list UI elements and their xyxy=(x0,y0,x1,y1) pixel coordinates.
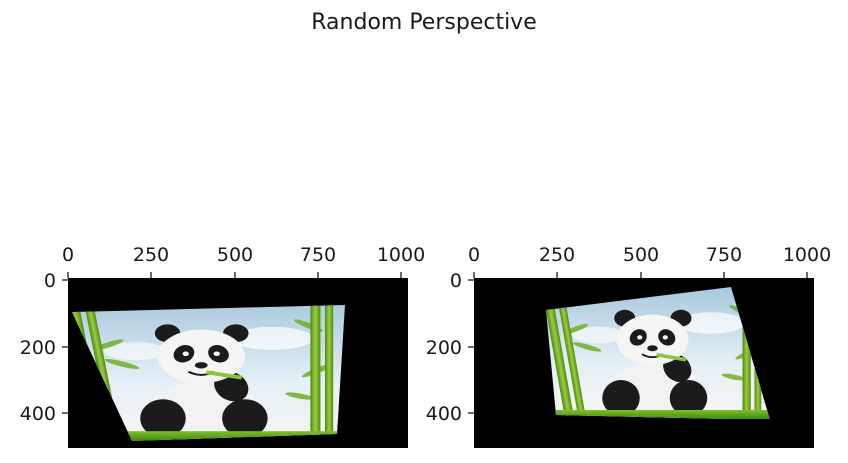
right-y-tick-0: 0 xyxy=(450,270,462,292)
right-x-tick-1000: 1000 xyxy=(783,244,831,266)
right-x-tick-0: 0 xyxy=(468,244,480,266)
right-x-tick-500: 500 xyxy=(623,244,659,266)
right-y-tick-200: 200 xyxy=(426,337,462,359)
left-y-tick-200: 200 xyxy=(20,337,56,359)
left-image-panel: 0 250 500 750 1000 0 200 400 xyxy=(20,244,425,448)
left-y-tick-400: 400 xyxy=(20,403,56,425)
left-x-tick-0: 0 xyxy=(62,244,74,266)
left-x-tick-750: 750 xyxy=(300,244,336,266)
left-x-tick-1000: 1000 xyxy=(377,244,425,266)
left-y-tick-0: 0 xyxy=(44,270,56,292)
right-image-panel: 0 250 500 750 1000 0 200 400 xyxy=(426,244,831,448)
left-x-tick-500: 500 xyxy=(217,244,253,266)
left-x-tick-250: 250 xyxy=(133,244,169,266)
right-x-tick-750: 750 xyxy=(706,244,742,266)
right-y-tick-400: 400 xyxy=(426,403,462,425)
figure-title: Random Perspective xyxy=(311,10,537,35)
right-x-tick-250: 250 xyxy=(539,244,575,266)
